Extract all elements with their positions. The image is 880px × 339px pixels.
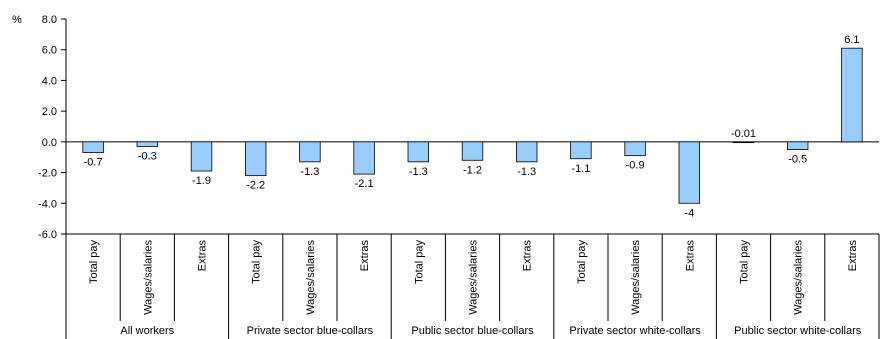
category-label: Extras bbox=[684, 240, 696, 272]
group-label: Private sector blue-collars bbox=[247, 325, 374, 337]
data-label: -2.2 bbox=[246, 180, 265, 192]
category-label: Extras bbox=[847, 240, 859, 272]
category-label: Total pay bbox=[739, 240, 751, 285]
category-label: Wages/salaries bbox=[305, 240, 317, 315]
y-tick-label: -2.0 bbox=[38, 168, 57, 180]
data-label: -0.01 bbox=[731, 128, 756, 140]
bars bbox=[82, 47, 863, 204]
category-label: Extras bbox=[359, 240, 371, 272]
data-label: -2.1 bbox=[355, 178, 374, 190]
bar bbox=[732, 141, 755, 144]
category-label: Wages/salaries bbox=[793, 240, 805, 315]
y-unit-label: % bbox=[12, 14, 22, 26]
data-label: -1.3 bbox=[409, 166, 428, 178]
category-label: Wages/salaries bbox=[468, 240, 480, 315]
y-tick-label: 2.0 bbox=[42, 106, 57, 118]
data-label: -1.3 bbox=[300, 166, 319, 178]
data-label: 6.1 bbox=[844, 34, 859, 46]
bar bbox=[407, 141, 429, 163]
category-label: Total pay bbox=[251, 240, 263, 285]
data-label: -0.5 bbox=[788, 154, 807, 166]
category-label: Total pay bbox=[576, 240, 588, 285]
data-label: -1.9 bbox=[192, 175, 211, 187]
category-label: Total pay bbox=[88, 240, 100, 285]
bar bbox=[678, 141, 700, 204]
bar bbox=[787, 141, 809, 150]
bar bbox=[136, 141, 158, 147]
data-label: -0.9 bbox=[626, 160, 645, 172]
category-label: Extras bbox=[522, 240, 534, 272]
bar bbox=[299, 141, 321, 163]
bar bbox=[841, 47, 863, 143]
y-tick-label: 6.0 bbox=[42, 45, 57, 57]
group-label: Private sector white-collars bbox=[569, 325, 701, 337]
group-label: All workers bbox=[120, 325, 174, 337]
y-tick-label: 4.0 bbox=[42, 75, 57, 87]
data-label: -0.7 bbox=[84, 157, 103, 169]
category-label: Wages/salaries bbox=[630, 240, 642, 315]
data-label: -4 bbox=[684, 207, 694, 219]
bar bbox=[245, 141, 267, 177]
y-tick-label: 8.0 bbox=[42, 14, 57, 26]
y-tick-label: -6.0 bbox=[38, 229, 57, 241]
y-tick-label: -4.0 bbox=[38, 198, 57, 210]
axes: 8.0 6.0 4.0 2.0 0.0 -2.0 -4.0 -6.0 All workers To… bbox=[38, 14, 880, 339]
category-label: Total pay bbox=[413, 240, 425, 285]
bar bbox=[353, 141, 375, 175]
data-label: -1.2 bbox=[463, 164, 482, 176]
bar bbox=[516, 141, 538, 163]
data-label: -1.3 bbox=[517, 166, 536, 178]
data-label: -0.3 bbox=[138, 150, 157, 162]
data-label: -1.1 bbox=[571, 163, 590, 175]
group-label: Public sector blue-collars bbox=[411, 325, 534, 337]
bar bbox=[190, 141, 213, 172]
group-label: Public sector white-collars bbox=[734, 325, 862, 337]
bar bbox=[570, 141, 592, 160]
category-label: Wages/salaries bbox=[142, 240, 154, 315]
bar bbox=[624, 141, 646, 157]
bar bbox=[461, 141, 484, 161]
category-label: Extras bbox=[197, 240, 209, 272]
bar bbox=[82, 141, 104, 154]
y-tick-label: 0.0 bbox=[42, 137, 57, 149]
data-labels: -0.7 -0.3 -1.9 -2.2 -1.3 -2.1 -1.3 -1.2 -1.3 -1.1… bbox=[84, 34, 860, 219]
